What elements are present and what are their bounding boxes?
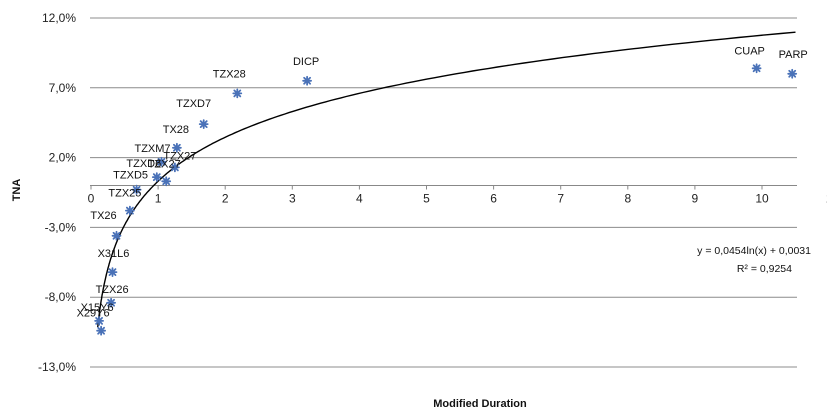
y-tick-label: 12,0% xyxy=(42,11,76,25)
y-tick-label: 7,0% xyxy=(49,81,77,95)
point-label: TZX27 xyxy=(163,150,196,162)
data-point xyxy=(111,230,122,241)
data-point xyxy=(787,68,798,79)
data-point xyxy=(106,297,116,308)
data-point xyxy=(751,63,762,74)
x-tick-label: 6 xyxy=(490,192,497,206)
data-point xyxy=(107,267,118,278)
point-label: TZXD5 xyxy=(113,170,148,182)
x-tick-label: 4 xyxy=(356,192,363,206)
trendline-equation: y = 0,0454ln(x) + 0,0031 xyxy=(697,245,811,257)
x-tick-label: 3 xyxy=(289,192,296,206)
x-axis-title: Modified Duration xyxy=(433,398,527,410)
y-axis-title: TNA xyxy=(11,179,23,202)
trendline xyxy=(97,31,796,328)
x-tick-label: 10 xyxy=(755,192,769,206)
x-tick-label: 7 xyxy=(557,192,564,206)
point-label: X29Y6 xyxy=(77,308,110,320)
x-tick-label: 0 xyxy=(88,192,95,206)
r-squared-label: R² = 0,9254 xyxy=(737,263,792,275)
x-tick-label: 2 xyxy=(222,192,229,206)
data-point xyxy=(232,88,243,99)
x-tick-label: 1 xyxy=(155,192,162,206)
point-label: TZXM7 xyxy=(134,143,170,155)
data-point xyxy=(171,142,182,153)
data-point xyxy=(198,119,209,129)
data-point xyxy=(156,156,167,167)
point-label: TZX28 xyxy=(213,68,246,80)
x-tick-label: 5 xyxy=(423,192,430,206)
point-label: TZX26 xyxy=(96,284,129,296)
point-labels: X29Y6X15Y6TZX26X31L6TX26TZX25TZXD5TZXD6T… xyxy=(77,45,808,319)
x-axis-ticks: 0 1 2 3 4 5 6 7 8 9 10 1 xyxy=(88,185,827,206)
gridlines xyxy=(90,17,797,368)
data-point xyxy=(161,176,172,187)
point-label: TX26 xyxy=(90,210,116,222)
x-tick-label: 8 xyxy=(624,192,631,206)
x-tick-label: 9 xyxy=(692,192,699,206)
data-point xyxy=(124,205,135,216)
y-tick-label: -8,0% xyxy=(45,290,77,304)
point-label: DICP xyxy=(293,56,319,68)
point-label: TZX27 xyxy=(148,158,181,170)
x-tick-label: 1 xyxy=(826,192,827,206)
data-point xyxy=(96,325,106,336)
point-label: PARP xyxy=(779,49,808,61)
point-label: TZXD6 xyxy=(126,158,161,170)
y-tick-label: -3,0% xyxy=(45,220,77,234)
point-label: CUAP xyxy=(734,45,765,57)
data-points xyxy=(94,63,798,336)
data-point xyxy=(169,162,180,173)
point-label: TZXD7 xyxy=(176,98,211,110)
y-axis-ticks: 12,0% 7,0% 2,0% -3,0% -8,0% -13,0% xyxy=(38,11,76,374)
y-tick-label: -13,0% xyxy=(38,360,76,374)
data-point xyxy=(151,172,162,183)
point-label: X31L6 xyxy=(98,248,130,260)
data-point xyxy=(131,184,142,195)
data-point xyxy=(94,315,104,326)
y-tick-label: 2,0% xyxy=(49,151,77,165)
point-label: X15Y6 xyxy=(81,302,114,314)
point-label: TZX25 xyxy=(108,188,141,200)
data-point xyxy=(302,75,313,86)
point-label: TX28 xyxy=(163,124,189,136)
